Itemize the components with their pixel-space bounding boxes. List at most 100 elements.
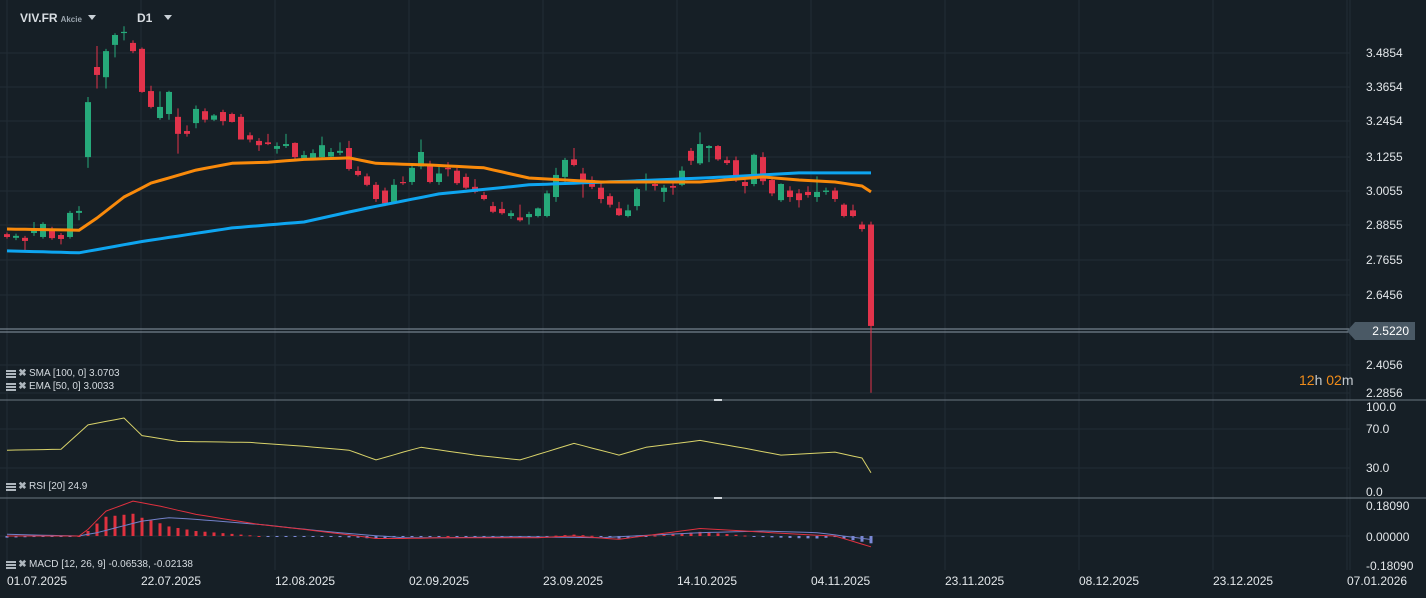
macd-histogram-bar: [545, 536, 549, 537]
resize-handle: [714, 399, 722, 401]
menu-icon[interactable]: [6, 482, 16, 491]
macd-label: 0.00000: [1366, 530, 1410, 544]
menu-icon[interactable]: [6, 560, 16, 569]
candle-down: [4, 234, 10, 237]
macd-histogram-bar: [266, 536, 270, 537]
candle-up: [319, 145, 325, 158]
price-label: 2.2856: [1366, 386, 1403, 400]
candle-down: [256, 140, 262, 146]
candle-up: [157, 106, 163, 118]
sma-legend: ✖ SMA [100, 0] 3.0703: [6, 368, 120, 379]
ema-line: [6, 156, 872, 232]
macd-histogram-bar: [626, 536, 630, 538]
macd-histogram-bar: [194, 531, 198, 536]
candle-down: [715, 146, 721, 160]
macd-label: -0.18090: [1366, 559, 1414, 573]
macd-histogram-bar: [725, 534, 729, 536]
macd-histogram-bar: [185, 529, 189, 536]
candle-down: [229, 114, 235, 122]
candle-up: [697, 144, 703, 164]
macd-histogram-bar: [779, 536, 783, 538]
candle-down: [670, 185, 676, 188]
candle-up: [31, 229, 37, 234]
candle-down: [220, 112, 226, 122]
candle-up: [328, 151, 334, 157]
candle-down: [94, 66, 100, 75]
candle-up: [436, 173, 442, 183]
candle-up: [112, 34, 118, 45]
macd-histogram-bar: [671, 534, 675, 536]
candle-down: [373, 184, 379, 200]
macd-histogram-bar: [410, 536, 414, 537]
close-icon[interactable]: ✖: [18, 368, 27, 379]
candle-up: [409, 167, 415, 183]
close-icon[interactable]: ✖: [18, 559, 27, 570]
macd-histogram-bar: [752, 536, 756, 537]
candle-up: [283, 144, 289, 147]
price-label: 3.1255: [1366, 150, 1403, 164]
date-label: 01.07.2025: [7, 574, 68, 588]
symbol-dropdown-icon[interactable]: [88, 15, 96, 20]
macd-histogram-bar: [869, 536, 873, 544]
macd-histogram-bar: [473, 536, 477, 537]
macd-histogram-bar: [761, 536, 765, 538]
candle-up: [751, 154, 757, 184]
macd-histogram-bar: [491, 536, 495, 537]
candle-down: [463, 176, 469, 188]
panel-separators[interactable]: [0, 399, 1426, 499]
macd-histogram-bar: [293, 536, 297, 537]
date-label: 23.09.2025: [543, 574, 604, 588]
candle-up: [76, 210, 82, 213]
macd-histogram-bar: [14, 536, 18, 538]
macd-histogram-bar: [563, 535, 567, 537]
macd-histogram-bar: [644, 536, 648, 537]
macd-histogram-bar: [653, 535, 657, 537]
macd-histogram-bar: [302, 536, 306, 537]
macd-histogram-bar: [419, 536, 423, 537]
candle-down: [598, 187, 604, 200]
macd-histogram-bar: [707, 532, 711, 536]
macd-histogram-bar: [275, 536, 279, 537]
menu-icon[interactable]: [6, 382, 16, 391]
macd-histogram-bar: [212, 532, 216, 536]
candle-up: [391, 184, 397, 202]
candle-up: [310, 153, 316, 158]
candle-down: [265, 142, 271, 145]
candle-up: [778, 183, 784, 201]
macd-histogram-bar: [464, 536, 468, 537]
candle-up: [274, 146, 280, 149]
candle-down: [202, 111, 208, 120]
candle-down: [481, 195, 487, 200]
candle-down: [769, 180, 775, 194]
rsi-label: 0.0: [1366, 485, 1383, 499]
price-label: 3.2454: [1366, 114, 1403, 128]
macd-histogram-bar: [311, 536, 315, 537]
candle-down: [58, 234, 64, 239]
macd-histogram-bar: [203, 531, 207, 536]
candle-up: [13, 235, 19, 238]
candle-up: [508, 213, 514, 217]
candle-up: [625, 210, 631, 217]
candles: [4, 26, 874, 393]
grid: [0, 0, 1351, 570]
macd-histogram-bar: [446, 536, 450, 537]
rsi-label: 70.0: [1366, 422, 1390, 436]
menu-icon[interactable]: [6, 369, 16, 378]
macd-legend: ✖ MACD [12, 26, 9] -0.06538, -0.02138: [6, 559, 193, 570]
close-icon[interactable]: ✖: [18, 381, 27, 392]
timeframe-selector[interactable]: D1: [137, 11, 153, 25]
symbol-name: VIV.FR: [20, 11, 58, 25]
candle-down: [184, 131, 190, 134]
close-icon[interactable]: ✖: [18, 481, 27, 492]
candle-up: [211, 115, 217, 120]
symbol-selector[interactable]: VIV.FR Akcie: [20, 11, 82, 25]
timeframe-dropdown-icon[interactable]: [164, 15, 172, 20]
candle-up: [562, 159, 568, 177]
price-label: 2.6456: [1366, 288, 1403, 302]
macd-histogram-bar: [257, 536, 261, 537]
candle-down: [607, 196, 613, 205]
macd-histogram-bar: [374, 536, 378, 539]
macd-histogram-bar: [86, 531, 90, 536]
macd-histogram-bar: [788, 536, 792, 538]
